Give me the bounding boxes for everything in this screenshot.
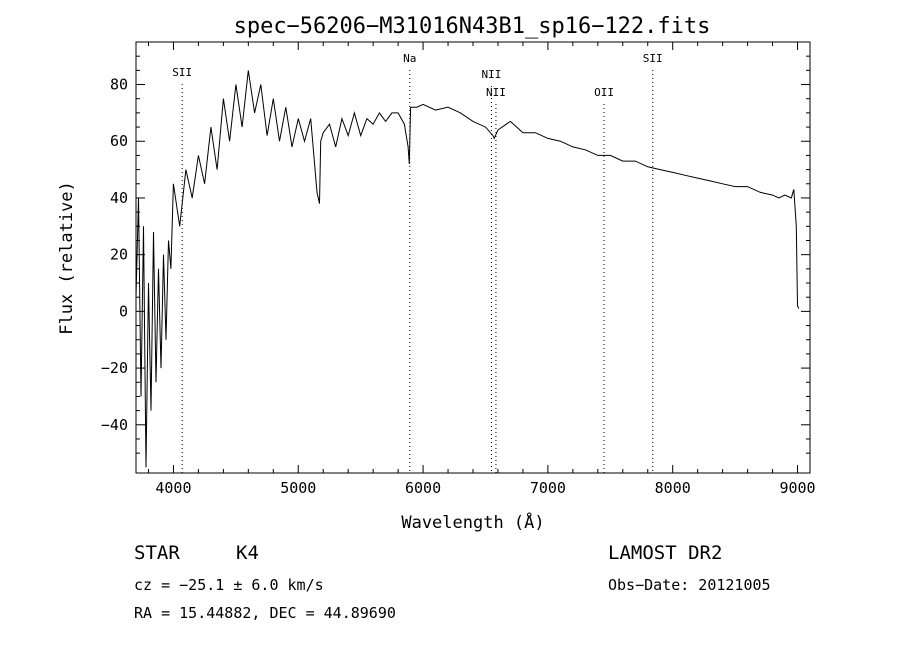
y-tick-label: 60 xyxy=(110,132,128,150)
obs-date-text: Obs−Date: 20121005 xyxy=(608,576,771,594)
x-tick-label: 5000 xyxy=(280,479,316,497)
series-group xyxy=(135,70,800,468)
coordinates-text: RA = 15.44882, DEC = 44.89690 xyxy=(134,604,396,622)
line-marker-label: OII xyxy=(594,86,614,99)
line-marker-label: Na xyxy=(403,52,416,65)
y-axis-label: Flux (relative) xyxy=(57,181,77,335)
plot-frame xyxy=(135,41,811,474)
x-tick-label: 4000 xyxy=(155,479,191,497)
y-tick-label: 80 xyxy=(110,76,128,94)
x-tick-label: 7000 xyxy=(530,479,566,497)
line-markers: SII Na NII NII OII SII xyxy=(172,52,663,473)
y-tick-label: 0 xyxy=(119,302,128,320)
x-tick-label: 8000 xyxy=(655,479,691,497)
y-tick-label: 40 xyxy=(110,189,128,207)
x-tick-label: 6000 xyxy=(405,479,441,497)
object-class: STAR xyxy=(134,542,180,564)
x-axis-label: Wavelength (Å) xyxy=(401,511,544,533)
chart-title: spec−56206−M31016N43B1_sp16−122.fits xyxy=(234,14,711,39)
survey-name: LAMOST DR2 xyxy=(608,542,723,564)
y-tick-label: −40 xyxy=(101,416,128,434)
x-tick-label: 9000 xyxy=(779,479,815,497)
spectrum-line xyxy=(135,70,800,468)
redshift-text: cz = −25.1 ± 6.0 km/s xyxy=(134,576,324,594)
line-marker-label: NII xyxy=(486,86,506,99)
object-subclass: K4 xyxy=(236,542,259,564)
line-marker-label: SII xyxy=(643,52,663,65)
y-tick-label: −20 xyxy=(101,359,128,377)
x-axis: 4000 5000 6000 7000 8000 9000 xyxy=(147,42,816,497)
line-marker-label: SII xyxy=(172,66,192,79)
y-axis: −40 −20 0 20 40 60 80 xyxy=(101,55,810,454)
y-tick-label: 20 xyxy=(110,246,128,264)
line-marker-label: NII xyxy=(482,68,502,81)
